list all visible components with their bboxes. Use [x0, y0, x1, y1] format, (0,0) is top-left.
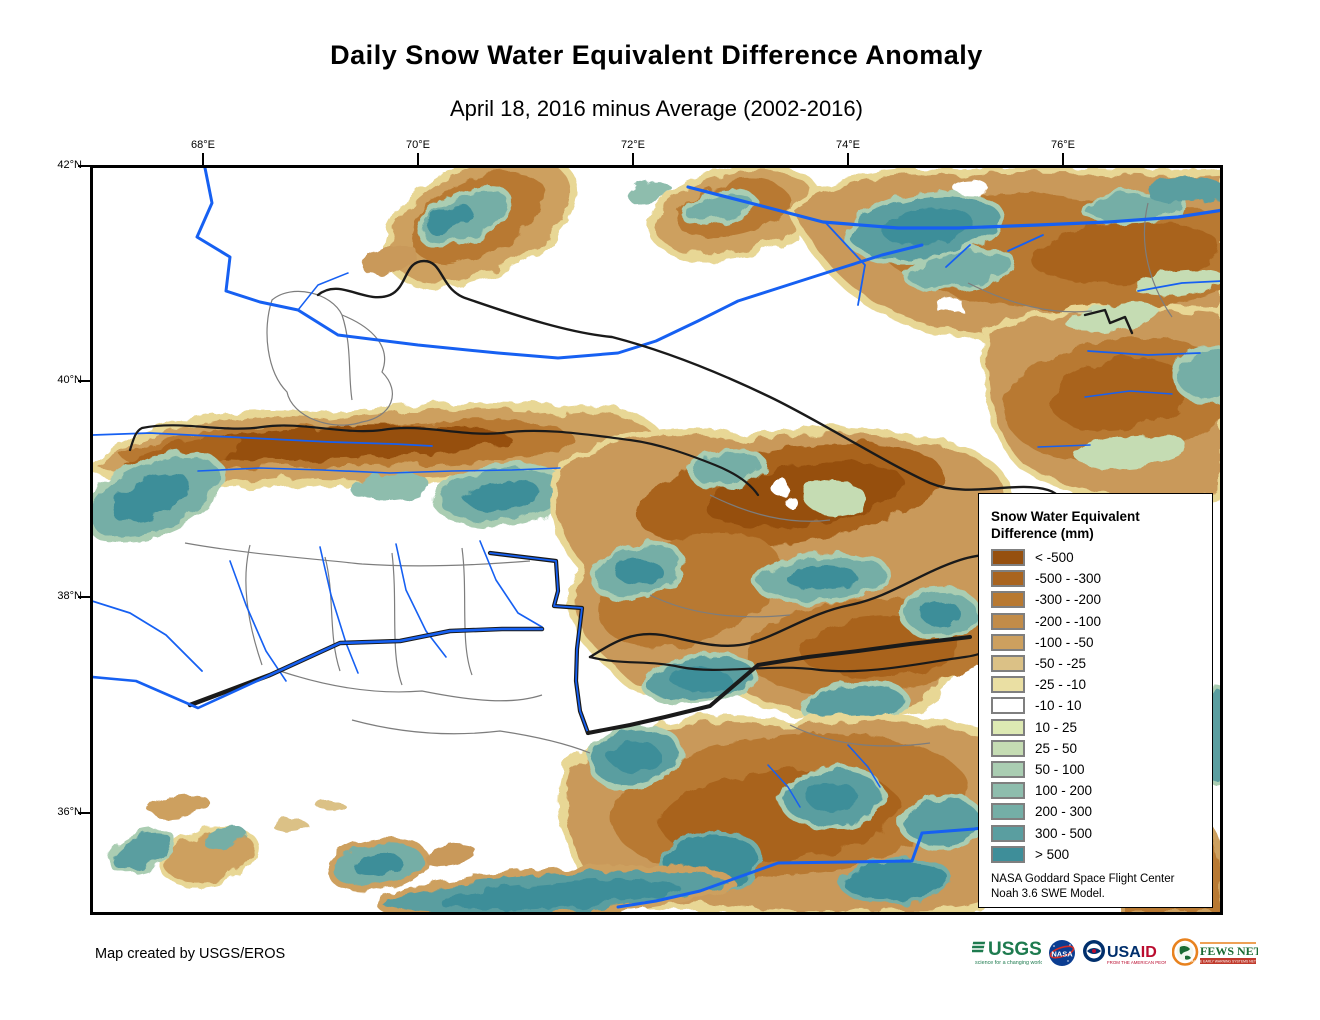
legend-swatch: [991, 760, 1025, 778]
legend-entry: 50 - 100: [991, 759, 1212, 780]
lon-tick-mark: [202, 153, 204, 165]
lat-tick-mark: [78, 380, 90, 382]
legend-entry: > 500: [991, 844, 1212, 865]
legend-note: NASA Goddard Space Flight Center Noah 3.…: [991, 872, 1175, 900]
svg-text:FROM THE AMERICAN PEOPLE: FROM THE AMERICAN PEOPLE: [1107, 960, 1166, 965]
country-borders: [93, 259, 1134, 736]
lon-tick-label: 72°E: [621, 139, 645, 151]
legend-label: < -500: [1035, 550, 1074, 566]
svg-text:USGS: USGS: [988, 939, 1042, 960]
legend-swatch: [991, 633, 1025, 651]
legend-label: 200 - 300: [1035, 804, 1093, 820]
legend-swatch: [991, 549, 1025, 567]
legend-entry: -25 - -10: [991, 674, 1212, 695]
legend-title: Snow Water Equivalent Difference (mm): [991, 509, 1140, 541]
legend-entry: 10 - 25: [991, 717, 1212, 738]
legend-label: 50 - 100: [1035, 761, 1085, 777]
map-canvas: [90, 165, 1223, 915]
lat-tick-mark: [78, 165, 90, 167]
legend-label: -50 - -25: [1035, 656, 1087, 672]
legend-label: 100 - 200: [1035, 783, 1093, 799]
usgs-logo: USGS science for a changing world: [972, 939, 1042, 966]
lon-tick-mark: [417, 153, 419, 165]
legend-entry: 200 - 300: [991, 801, 1212, 822]
fews-net-logo: FEWS NET FAMINE EARLY WARNING SYSTEMS NE…: [1172, 938, 1259, 966]
lon-tick-mark: [632, 153, 634, 165]
nasa-logo: NASA: [1049, 940, 1075, 966]
legend-label: -500 - -300: [1035, 571, 1102, 587]
lat-tick-label: 38°N: [57, 590, 82, 602]
legend-entry: -50 - -25: [991, 653, 1212, 674]
svg-text:USAID: USAID: [1107, 944, 1157, 961]
legend-label: -25 - -10: [1035, 677, 1087, 693]
legend-swatch: [991, 803, 1025, 821]
svg-text:NASA: NASA: [1051, 950, 1073, 959]
lon-tick-label: 68°E: [191, 139, 215, 151]
rivers: [93, 168, 1220, 909]
terrain: [93, 168, 1220, 912]
lat-tick-mark: [78, 596, 90, 598]
legend-entry: -500 - -300: [991, 568, 1212, 589]
legend-label: > 500: [1035, 846, 1070, 862]
legend-entry: 300 - 500: [991, 822, 1212, 843]
lon-tick-mark: [1062, 153, 1064, 165]
legend-label: 25 - 50: [1035, 740, 1078, 756]
legend-label: 300 - 500: [1035, 825, 1093, 841]
lon-tick-mark: [847, 153, 849, 165]
legend-label: -10 - 10: [1035, 698, 1082, 714]
legend-label: -200 - -100: [1035, 613, 1102, 629]
svg-text:FEWS NET: FEWS NET: [1200, 944, 1258, 958]
lon-tick-label: 70°E: [406, 139, 430, 151]
legend-swatch: [991, 718, 1025, 736]
legend-swatch: [991, 570, 1025, 588]
page-title: Daily Snow Water Equivalent Difference A…: [330, 40, 983, 70]
lon-tick-label: 74°E: [836, 139, 860, 151]
legend-label: 10 - 25: [1035, 719, 1078, 735]
legend-swatch: [991, 824, 1025, 842]
lat-tick-mark: [78, 812, 90, 814]
legend-entry: < -500: [991, 547, 1212, 568]
lat-tick-label: 42°N: [57, 159, 82, 171]
legend-swatch: [991, 845, 1025, 863]
lon-tick-label: 76°E: [1051, 139, 1075, 151]
legend-swatch: [991, 782, 1025, 800]
legend-entry: -10 - 10: [991, 695, 1212, 716]
lat-tick-label: 40°N: [57, 374, 82, 386]
admin-boundaries: [184, 202, 1173, 754]
legend-entries: < -500 -500 - -300 -300 - -200 -200 - -100 -…: [991, 547, 1212, 865]
legend-swatch: [991, 655, 1025, 673]
legend-entry: -100 - -50: [991, 632, 1212, 653]
map-credits: Map created by USGS/EROS: [95, 946, 286, 962]
lat-tick-label: 36°N: [57, 806, 82, 818]
legend-swatch: [991, 697, 1025, 715]
legend-swatch: [991, 591, 1025, 609]
page-subtitle: April 18, 2016 minus Average (2002-2016): [450, 96, 863, 121]
legend-entry: 100 - 200: [991, 780, 1212, 801]
svg-text:science for a changing world: science for a changing world: [975, 960, 1042, 966]
usaid-logo: USAID FROM THE AMERICAN PEOPLE: [1083, 940, 1166, 965]
legend-label: -100 - -50: [1035, 634, 1094, 650]
svg-text:FAMINE EARLY WARNING SYSTEMS N: FAMINE EARLY WARNING SYSTEMS NETWORK: [1190, 960, 1259, 964]
legend: Snow Water Equivalent Difference (mm) < …: [978, 493, 1213, 908]
legend-label: -300 - -200: [1035, 592, 1102, 608]
legend-swatch: [991, 676, 1025, 694]
legend-entry: 25 - 50: [991, 738, 1212, 759]
swe-anomaly-raster: [93, 168, 1220, 912]
legend-entry: -300 - -200: [991, 589, 1212, 610]
legend-swatch: [991, 739, 1025, 757]
legend-swatch: [991, 612, 1025, 630]
legend-entry: -200 - -100: [991, 611, 1212, 632]
logo-row: USGS science for a changing world NASA U…: [972, 938, 1258, 968]
